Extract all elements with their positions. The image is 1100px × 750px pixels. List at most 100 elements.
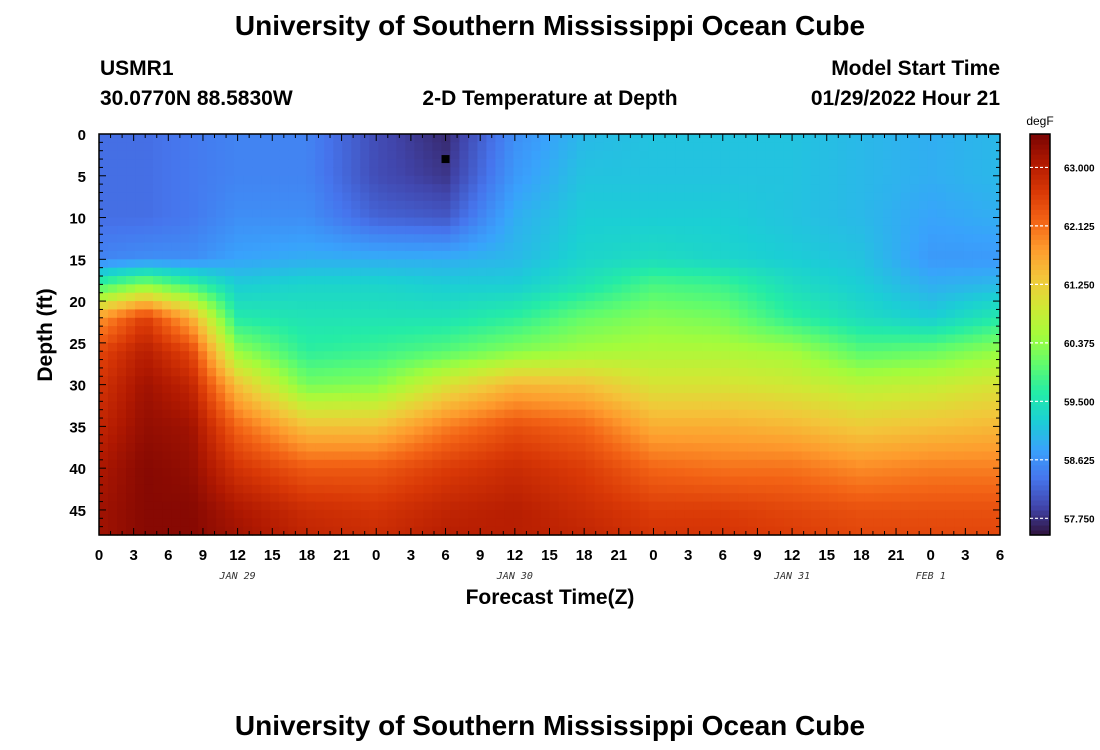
heatmap-cell	[297, 418, 307, 427]
heatmap-cell	[540, 526, 551, 536]
heatmap-cell	[252, 392, 262, 402]
heatmap-cell	[783, 250, 794, 260]
heatmap-cell	[846, 376, 857, 386]
heatmap-cell	[486, 401, 497, 411]
heatmap-cell	[648, 217, 659, 227]
heatmap-cell	[927, 359, 938, 369]
heatmap-cell	[837, 468, 848, 478]
heatmap-cell	[603, 309, 614, 319]
heatmap-cell	[846, 242, 857, 252]
heatmap-cell	[558, 142, 569, 152]
heatmap-cell	[504, 359, 515, 369]
heatmap-cell	[135, 384, 145, 394]
heatmap-cell	[990, 484, 1001, 494]
heatmap-cell	[729, 234, 740, 244]
heatmap-cell	[108, 150, 118, 160]
heatmap-cell	[981, 367, 992, 377]
heatmap-cell	[423, 217, 433, 227]
heatmap-cell	[432, 468, 442, 478]
heatmap-cell	[810, 259, 821, 269]
heatmap-cell	[954, 159, 965, 169]
heatmap-cell	[702, 309, 713, 319]
heatmap-cell	[261, 276, 271, 285]
heatmap-cell	[684, 359, 695, 369]
heatmap-cell	[540, 184, 551, 194]
heatmap-cell	[918, 167, 929, 177]
heatmap-cell	[477, 526, 488, 536]
heatmap-cell	[882, 159, 893, 169]
heatmap-cell	[900, 526, 911, 536]
heatmap-cell	[558, 468, 569, 478]
heatmap-cell	[522, 301, 533, 311]
heatmap-cell	[513, 493, 524, 503]
heatmap-cell	[342, 217, 352, 227]
heatmap-cell	[891, 443, 902, 453]
heatmap-cell	[927, 501, 938, 511]
heatmap-cell	[747, 159, 758, 169]
heatmap-cell	[216, 192, 226, 202]
heatmap-cell	[873, 292, 884, 302]
heatmap-cell	[252, 376, 262, 386]
heatmap-cell	[558, 292, 569, 302]
heatmap-cell	[963, 326, 974, 336]
heatmap-cell	[990, 476, 1001, 486]
heatmap-cell	[801, 184, 812, 194]
heatmap-cell	[666, 409, 677, 419]
heatmap-cell	[207, 317, 217, 327]
heatmap-cell	[405, 342, 415, 352]
heatmap-cell	[207, 309, 217, 319]
heatmap-cell	[387, 342, 397, 352]
heatmap-cell	[117, 267, 127, 277]
heatmap-cell	[576, 150, 587, 160]
heatmap-cell	[387, 334, 397, 344]
heatmap-cell	[720, 459, 731, 469]
heatmap-cell	[873, 526, 884, 536]
heatmap-cell	[396, 501, 406, 511]
heatmap-cell	[702, 526, 713, 536]
heatmap-cell	[990, 359, 1001, 369]
heatmap-cell	[162, 142, 172, 152]
heatmap-cell	[126, 284, 136, 294]
heatmap-cell	[576, 376, 587, 386]
heatmap-cell	[900, 150, 911, 160]
heatmap-cell	[495, 284, 506, 294]
heatmap-cell	[432, 134, 442, 143]
heatmap-cell	[819, 259, 830, 269]
heatmap-cell	[819, 217, 830, 227]
heatmap-cell	[108, 459, 118, 469]
heatmap-cell	[207, 326, 217, 336]
heatmap-cell	[252, 451, 262, 461]
heatmap-cell	[630, 384, 641, 394]
heatmap-cell	[252, 484, 262, 494]
heatmap-cell	[612, 167, 623, 177]
heatmap-cell	[315, 443, 325, 453]
heatmap-cell	[792, 225, 803, 235]
heatmap-cell	[747, 509, 758, 519]
heatmap-cell	[459, 434, 470, 444]
heatmap-cell	[360, 351, 370, 361]
heatmap-cell	[936, 259, 947, 269]
heatmap-cell	[486, 468, 497, 478]
heatmap-cell	[846, 217, 857, 227]
heatmap-cell	[810, 468, 821, 478]
heatmap-cell	[819, 493, 830, 503]
heatmap-cell	[531, 392, 542, 402]
heatmap-cell	[666, 484, 677, 494]
heatmap-cell	[639, 392, 650, 402]
heatmap-cell	[990, 384, 1001, 394]
heatmap-cell	[450, 518, 460, 528]
heatmap-cell	[648, 418, 659, 427]
heatmap-cell	[477, 509, 488, 519]
heatmap-cell	[477, 326, 488, 336]
heatmap-cell	[99, 526, 109, 536]
heatmap-cell	[135, 276, 145, 285]
heatmap-cell	[963, 184, 974, 194]
heatmap-cell	[540, 309, 551, 319]
heatmap-cell	[171, 242, 181, 252]
heatmap-cell	[378, 184, 388, 194]
heatmap-cell	[414, 259, 424, 269]
heatmap-cell	[459, 334, 470, 344]
heatmap-cell	[522, 468, 533, 478]
heatmap-cell	[855, 200, 866, 210]
heatmap-cell	[495, 242, 506, 252]
